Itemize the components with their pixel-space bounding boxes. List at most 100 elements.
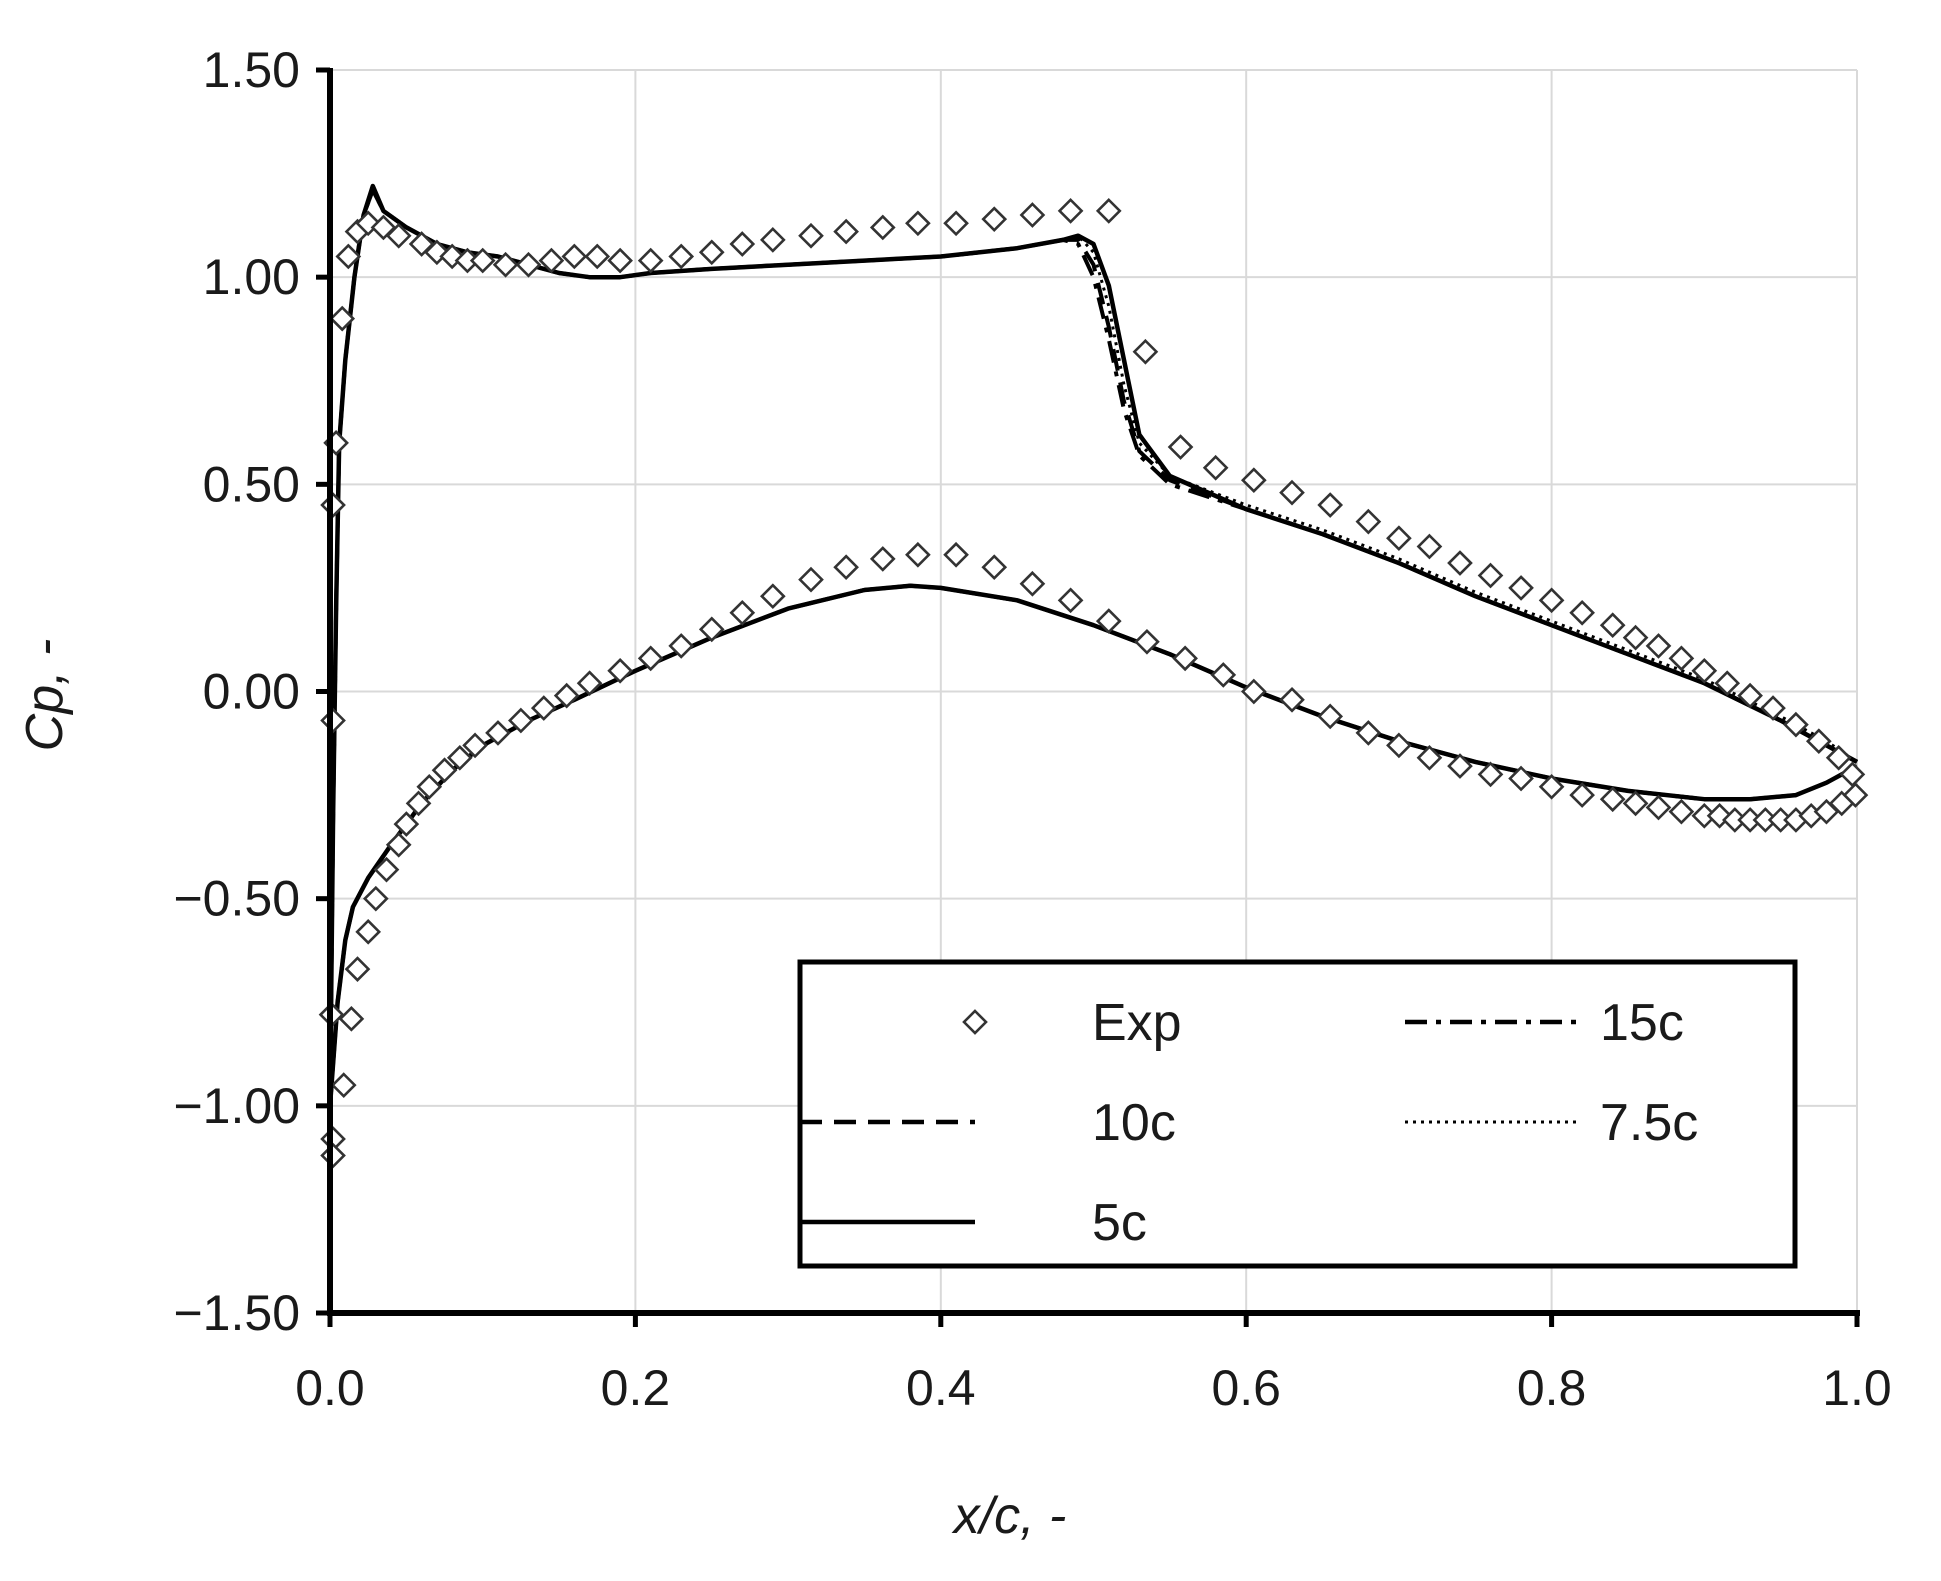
tick-labels: 1.50 1.00 0.50 0.00 −0.50 −1.00 −1.50 0.0 0.2 0.4… xyxy=(173,42,1891,1416)
exp-data-point xyxy=(584,243,611,270)
exp-data-point xyxy=(385,831,412,858)
exp-data-point xyxy=(1240,467,1267,494)
exp-data-point xyxy=(1477,761,1504,788)
exp-data-point xyxy=(1416,744,1443,771)
y-axis-title: Cp, - xyxy=(16,639,74,752)
exp-data-point xyxy=(1386,732,1412,759)
exp-data-point xyxy=(1737,682,1763,709)
legend-item-10c: 10c xyxy=(800,1094,1176,1152)
exp-data-point xyxy=(833,218,859,245)
exp-data-point xyxy=(607,657,633,684)
exp-data-point xyxy=(344,956,371,982)
x-tick-label: 0.8 xyxy=(1517,1360,1587,1416)
exp-data-point xyxy=(320,492,346,518)
exp-data-point xyxy=(1019,570,1046,597)
exp-data-point xyxy=(759,583,786,610)
exp-data-point xyxy=(869,214,896,241)
exp-data-point xyxy=(1668,645,1695,672)
exp-data-point xyxy=(561,243,588,270)
exp-data-point xyxy=(1210,662,1237,688)
exp-data-point xyxy=(668,243,695,270)
exp-data-point xyxy=(1167,434,1194,460)
exp-data-point xyxy=(1805,728,1832,755)
exp-data-point xyxy=(1057,587,1084,614)
exp-data-point xyxy=(729,599,756,626)
exp-data-point xyxy=(698,239,725,266)
legend-item-5c: 5c xyxy=(800,1194,1147,1252)
exp-data-point xyxy=(1622,624,1649,651)
legend-label: 7.5c xyxy=(1600,1094,1698,1152)
exp-data-point xyxy=(1691,657,1718,684)
exp-data-point xyxy=(431,757,458,784)
exp-data-point xyxy=(370,214,397,241)
exp-data-point xyxy=(1057,198,1084,224)
exp-data-point xyxy=(446,744,473,771)
exp-data-point xyxy=(1508,575,1534,601)
exp-data-point xyxy=(668,633,695,659)
exp-data-point xyxy=(1825,744,1852,771)
exp-data-point xyxy=(1019,202,1046,228)
exp-data-point xyxy=(1317,492,1344,518)
exp-data-point xyxy=(798,222,824,249)
x-tick-label: 0.4 xyxy=(906,1360,976,1416)
exp-data-point xyxy=(1842,782,1869,808)
legend-marker-exp xyxy=(962,1009,988,1035)
exp-data-point xyxy=(1447,550,1473,576)
legend-label: 15c xyxy=(1600,994,1684,1052)
exp-data-point xyxy=(943,541,969,568)
exp-data-point xyxy=(373,856,400,883)
exp-data-point xyxy=(1622,790,1649,817)
exp-data-point xyxy=(981,554,1008,581)
exp-data-point xyxy=(553,682,580,709)
exp-data-point xyxy=(469,247,496,274)
exp-data-point xyxy=(330,1072,357,1098)
exp-data-point xyxy=(1202,454,1229,481)
exp-data-point xyxy=(729,231,756,257)
exp-data-point xyxy=(1355,508,1382,535)
exp-data-point xyxy=(833,554,859,581)
exp-data-point xyxy=(424,239,450,266)
x-tick-label: 1.0 xyxy=(1822,1360,1892,1416)
exp-data-point xyxy=(1386,525,1412,552)
exp-data-point xyxy=(1447,753,1473,779)
x-axis-title: x/c, - xyxy=(951,1487,1067,1545)
axes xyxy=(316,67,1860,1327)
exp-data-point xyxy=(1599,612,1626,639)
exp-data-point xyxy=(1240,678,1267,705)
x-tick-label: 0.6 xyxy=(1211,1360,1281,1416)
exp-data-point xyxy=(338,1005,365,1032)
legend: Exp 15c 10c 7.5c 5c xyxy=(797,959,1798,1269)
exp-data-point xyxy=(1317,703,1344,730)
legend-label: 10c xyxy=(1092,1094,1176,1152)
y-tick-label: 0.00 xyxy=(203,664,300,720)
exp-data-point xyxy=(576,670,603,697)
legend-item-7-5c: 7.5c xyxy=(1405,1094,1698,1152)
exp-data-point xyxy=(1095,608,1122,634)
exp-data-point xyxy=(320,707,346,734)
exp-data-point xyxy=(1569,599,1595,626)
exp-data-point xyxy=(492,251,519,278)
exp-data-point xyxy=(530,695,557,721)
exp-data-point xyxy=(1760,695,1786,721)
legend-item-15c: 15c xyxy=(1405,994,1684,1052)
exp-data-point xyxy=(320,1142,346,1169)
exp-data-point xyxy=(416,773,443,800)
exp-data-point xyxy=(1132,338,1159,365)
exp-data-point xyxy=(1538,587,1565,614)
exp-data-point xyxy=(355,918,382,945)
exp-data-point xyxy=(1569,782,1595,808)
exp-data-point xyxy=(698,616,725,643)
y-tick-label: −0.50 xyxy=(173,871,300,927)
y-tick-label: −1.00 xyxy=(173,1078,300,1134)
exp-data-point xyxy=(1668,798,1695,825)
series-line-5c-upper xyxy=(327,183,1859,1106)
exp-data-point xyxy=(1095,198,1122,224)
legend-box xyxy=(797,959,1798,1269)
exp-data-point xyxy=(485,720,511,746)
exp-data-point xyxy=(607,247,633,274)
exp-data-point xyxy=(637,645,664,672)
exp-data-point xyxy=(329,305,356,332)
exp-data-point xyxy=(1783,711,1809,738)
legend-label: 5c xyxy=(1092,1194,1147,1252)
